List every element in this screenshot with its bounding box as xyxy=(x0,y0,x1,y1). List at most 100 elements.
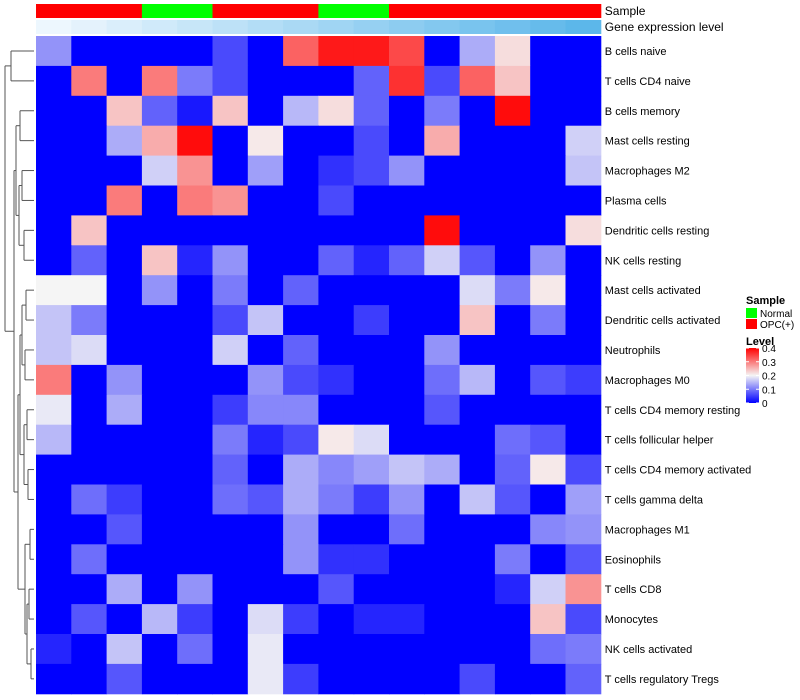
heatmap-cell xyxy=(247,454,284,485)
heatmap-cell xyxy=(283,185,319,216)
heatmap-cell xyxy=(530,215,566,246)
row-label: Dendritic cells resting xyxy=(605,225,710,237)
heatmap-cell xyxy=(424,424,461,456)
annotation-sample-cell xyxy=(71,4,108,18)
heatmap-cell xyxy=(459,634,496,665)
heatmap-cell xyxy=(36,36,72,67)
row-label: B cells naive xyxy=(605,46,667,58)
heatmap-cell xyxy=(106,574,143,605)
heatmap-cell xyxy=(106,95,143,127)
heatmap-cell xyxy=(212,394,249,426)
heatmap-cell xyxy=(177,155,213,186)
annotation-gene-cell xyxy=(353,20,390,34)
heatmap-cell xyxy=(424,95,461,127)
heatmap-cell xyxy=(36,634,72,665)
heatmap-cell xyxy=(530,65,566,97)
heatmap-cell xyxy=(71,364,108,396)
heatmap-cell xyxy=(36,364,72,396)
annotation-sample-cell xyxy=(36,4,72,18)
heatmap-cell xyxy=(565,454,602,485)
heatmap-cell xyxy=(459,454,496,485)
heatmap-cell xyxy=(36,185,72,216)
heatmap-cell xyxy=(353,544,390,575)
heatmap-cell xyxy=(283,604,319,635)
heatmap-cell xyxy=(106,663,143,695)
heatmap-cell xyxy=(318,215,355,246)
heatmap-cell xyxy=(459,394,496,426)
heatmap-cell xyxy=(530,335,566,366)
heatmap-cell xyxy=(459,95,496,127)
heatmap-cell xyxy=(318,155,355,186)
heatmap-cell xyxy=(530,155,566,186)
heatmap-cell xyxy=(141,604,178,635)
heatmap-cell xyxy=(141,514,178,545)
annotation-gene-cell xyxy=(177,20,213,34)
heatmap-cell xyxy=(71,604,108,635)
heatmap-cell xyxy=(71,454,108,485)
heatmap-cell xyxy=(459,604,496,635)
heatmap-cell xyxy=(318,454,355,485)
heatmap-cell xyxy=(177,604,213,635)
legend-swatch xyxy=(746,319,757,329)
heatmap-cell xyxy=(318,245,355,276)
annotation-sample-cell xyxy=(212,4,249,18)
annotation-sample-cell xyxy=(247,4,284,18)
heatmap-cell xyxy=(141,185,178,216)
heatmap-cell xyxy=(106,394,143,426)
heatmap-cell xyxy=(106,65,143,97)
heatmap-cell xyxy=(318,185,355,216)
heatmap-cell xyxy=(565,215,602,246)
annotation-sample-cell xyxy=(283,4,319,18)
heatmap-cell xyxy=(353,65,390,97)
heatmap-cell xyxy=(494,335,531,366)
heatmap-cell xyxy=(177,634,213,665)
heatmap-cell xyxy=(424,245,461,276)
heatmap-cell xyxy=(353,185,390,216)
heatmap-cell xyxy=(389,604,425,635)
heatmap-cell xyxy=(177,275,213,306)
annotation-gene-cell xyxy=(530,20,566,34)
heatmap-cell xyxy=(424,454,461,485)
heatmap-cell xyxy=(424,484,461,515)
heatmap-cell xyxy=(424,125,461,157)
heatmap-cell xyxy=(565,484,602,515)
heatmap-cell xyxy=(71,634,108,665)
heatmap-cell xyxy=(141,65,178,97)
heatmap-cell xyxy=(530,604,566,635)
heatmap-cell xyxy=(494,215,531,246)
heatmap-cell xyxy=(71,215,108,246)
heatmap-cell xyxy=(318,335,355,366)
heatmap-cell xyxy=(212,305,249,336)
heatmap-cell xyxy=(36,604,72,635)
heatmap-cell xyxy=(212,215,249,246)
heatmap-cell xyxy=(353,424,390,456)
heatmap-cell xyxy=(71,484,108,515)
heatmap-cell xyxy=(283,514,319,545)
heatmap-cell xyxy=(36,454,72,485)
heatmap-cell xyxy=(36,215,72,246)
heatmap-cell xyxy=(389,215,425,246)
heatmap-cell xyxy=(247,65,284,97)
heatmap-cell xyxy=(106,335,143,366)
heatmap-cell xyxy=(459,155,496,186)
heatmap-cell xyxy=(212,514,249,545)
heatmap-cell xyxy=(283,364,319,396)
heatmap-cell xyxy=(565,65,602,97)
heatmap-cell xyxy=(424,65,461,97)
annotation-label: Sample xyxy=(605,4,646,18)
heatmap-cell xyxy=(212,364,249,396)
heatmap-cell xyxy=(71,663,108,695)
heatmap-cell xyxy=(283,335,319,366)
heatmap-cell xyxy=(565,36,602,67)
heatmap-cell xyxy=(389,125,425,157)
heatmap-cell xyxy=(212,95,249,127)
heatmap-cell xyxy=(36,65,72,97)
heatmap-cell xyxy=(71,335,108,366)
heatmap-cell xyxy=(36,275,72,306)
heatmap-cell xyxy=(212,245,249,276)
heatmap-cell xyxy=(389,634,425,665)
heatmap-cell xyxy=(247,484,284,515)
heatmap-cell xyxy=(71,424,108,456)
heatmap-cell xyxy=(106,245,143,276)
heatmap-cell xyxy=(177,663,213,695)
